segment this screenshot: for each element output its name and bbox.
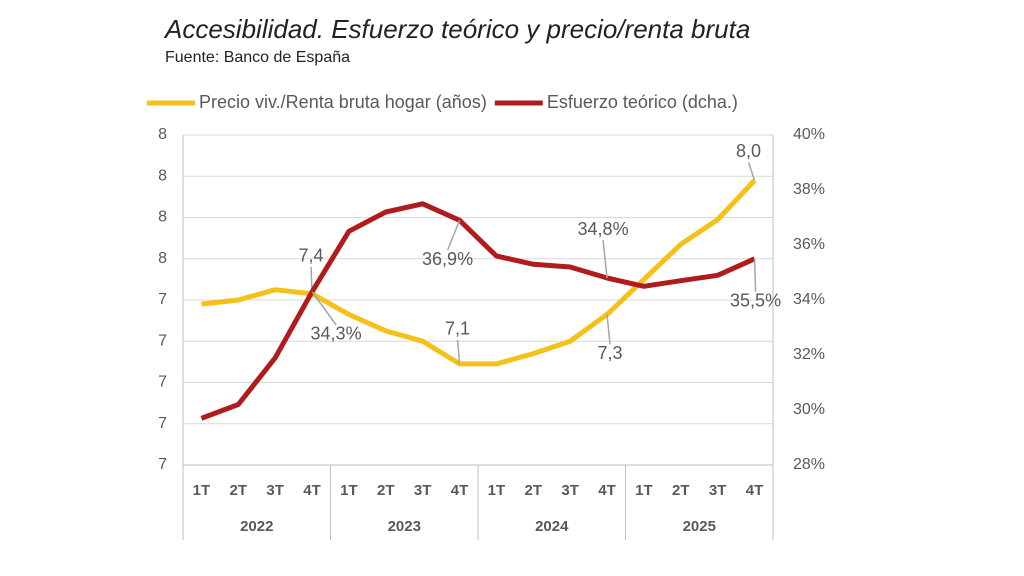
y-tick-label: 7 (158, 456, 167, 473)
data-label: 7,3 (598, 343, 623, 363)
y2-tick-label: 30% (793, 401, 825, 418)
y-tick-label: 7 (158, 374, 167, 391)
x-tick-label: 2T (377, 482, 395, 499)
y-tick-label: 7 (158, 332, 167, 349)
legend-label: Esfuerzo teórico (dcha.) (547, 92, 738, 112)
y2-tick-label: 40% (793, 126, 825, 143)
leader-line (606, 314, 611, 345)
chart-subtitle: Fuente: Banco de España (165, 49, 350, 66)
x-tick-label: 3T (561, 482, 579, 499)
x-tick-label: 1T (340, 482, 358, 499)
x-tick-label: 1T (488, 482, 506, 499)
x-tick-label: 3T (266, 482, 284, 499)
leader-line (747, 162, 756, 181)
x-tick-label: 2T (525, 482, 543, 499)
series-line (201, 178, 757, 367)
y-tick-label: 7 (158, 415, 167, 432)
leader-line (311, 291, 337, 326)
x-tick-label: 1T (635, 482, 653, 499)
data-label: 34,8% (578, 219, 629, 239)
x-group-label: 2025 (683, 518, 716, 535)
data-label: 7,1 (445, 319, 470, 339)
chart-title: Accesibilidad. Esfuerzo teórico y precio… (163, 14, 750, 44)
y2-tick-label: 28% (793, 456, 825, 473)
x-tick-label: 1T (193, 482, 211, 499)
y2-tick-label: 38% (793, 181, 825, 198)
y-tick-label: 8 (158, 250, 167, 267)
x-tick-label: 3T (414, 482, 432, 499)
data-label: 34,3% (311, 324, 362, 344)
x-tick-label: 4T (303, 482, 321, 499)
leader-line (456, 339, 461, 364)
x-group-label: 2022 (240, 518, 273, 535)
y-tick-label: 8 (158, 167, 167, 184)
leader-line (446, 219, 461, 251)
series-line (200, 201, 756, 421)
y-tick-label: 8 (158, 209, 167, 226)
x-tick-label: 4T (746, 482, 764, 499)
x-group-label: 2024 (535, 518, 569, 535)
y2-tick-label: 32% (793, 346, 825, 363)
y2-tick-label: 34% (793, 291, 825, 308)
leader-line (602, 239, 608, 279)
x-group-label: 2023 (388, 518, 421, 535)
data-label: 35,5% (730, 291, 781, 311)
data-label: 7,4 (299, 246, 324, 266)
data-label: 8,0 (736, 141, 761, 161)
x-tick-label: 3T (709, 482, 727, 499)
x-tick-label: 4T (598, 482, 616, 499)
y-tick-label: 8 (158, 126, 167, 143)
x-tick-label: 4T (451, 482, 469, 499)
y-tick-label: 7 (158, 291, 167, 308)
y2-tick-label: 36% (793, 236, 825, 253)
leader-line (753, 258, 757, 292)
data-label: 36,9% (422, 249, 473, 269)
legend-label: Precio viv./Renta bruta hogar (años) (199, 92, 487, 112)
x-tick-label: 2T (672, 482, 690, 499)
x-tick-label: 2T (230, 482, 248, 499)
